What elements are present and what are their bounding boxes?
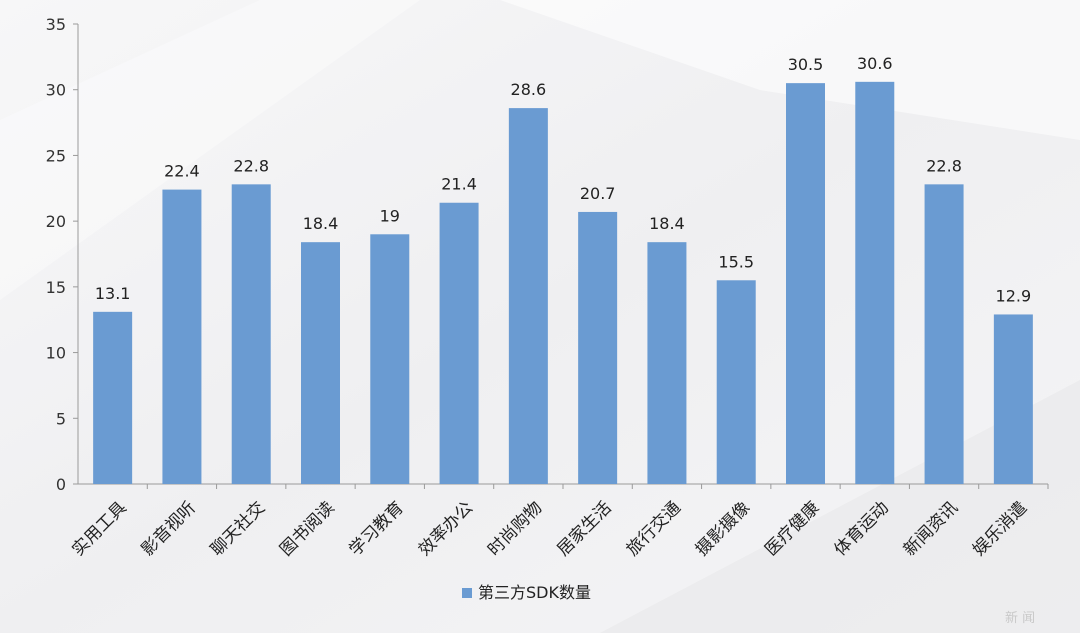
bar <box>301 242 340 484</box>
legend-swatch <box>462 588 472 598</box>
bar-value-label: 21.4 <box>441 175 477 194</box>
y-tick-label: 10 <box>46 344 66 363</box>
bar-value-label: 15.5 <box>718 252 754 271</box>
y-tick-label: 30 <box>46 81 66 100</box>
y-tick-label: 20 <box>46 212 66 231</box>
watermark-text: 新 闻 <box>1005 610 1035 626</box>
legend: 第三方SDK数量 <box>462 583 591 602</box>
background-facet <box>0 0 420 300</box>
bar-value-label: 20.7 <box>580 184 616 203</box>
bar-value-label: 28.6 <box>511 80 547 99</box>
bar-value-label: 18.4 <box>303 214 339 233</box>
bar <box>716 280 756 484</box>
background-facet <box>500 0 1080 140</box>
bar-value-label: 30.6 <box>857 54 893 73</box>
bar-value-label: 22.4 <box>164 162 200 181</box>
bar-value-label: 12.9 <box>996 286 1032 305</box>
bar-value-label: 13.1 <box>95 284 131 303</box>
bar-value-label: 18.4 <box>649 214 685 233</box>
bar <box>162 189 202 484</box>
bar-value-label: 22.8 <box>926 156 962 175</box>
y-tick-label: 5 <box>56 409 66 428</box>
bar-value-label: 22.8 <box>233 156 269 175</box>
bar <box>439 202 479 484</box>
bar <box>855 81 895 484</box>
legend-label: 第三方SDK数量 <box>478 583 591 602</box>
bar-value-label: 30.5 <box>788 55 824 74</box>
bar <box>508 108 548 484</box>
bar <box>93 311 133 484</box>
bar-value-label: 19 <box>380 206 400 225</box>
y-tick-label: 25 <box>46 146 66 165</box>
bar <box>578 211 618 484</box>
bar <box>993 314 1033 484</box>
bar <box>786 83 825 485</box>
y-tick-label: 15 <box>46 278 66 297</box>
bars <box>93 81 1033 485</box>
bar <box>370 234 410 484</box>
bar <box>647 242 687 484</box>
bar <box>231 184 271 485</box>
y-tick-label: 35 <box>46 15 66 34</box>
bar <box>924 184 964 485</box>
y-tick-label: 0 <box>56 475 66 494</box>
